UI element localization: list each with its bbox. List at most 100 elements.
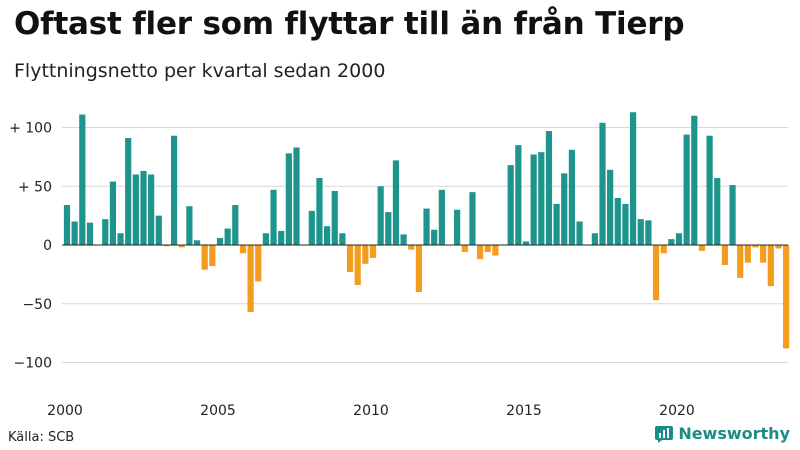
bar [232,205,239,245]
bar [652,245,660,301]
bar [71,221,78,245]
bar [691,115,698,245]
bar [392,160,400,245]
bar [125,138,132,245]
bar [591,233,598,245]
bar [721,245,728,265]
bar [346,245,354,273]
bar [278,230,285,245]
bar [630,112,637,245]
bar [431,229,438,245]
bar [354,245,361,285]
bars [63,112,790,349]
bar [362,245,369,264]
y-tick-label: + 100 [9,121,52,137]
bar [698,245,706,251]
bar [148,174,155,245]
bar [683,134,690,245]
bar [415,245,422,292]
bar [86,222,94,245]
bar [377,186,384,245]
bar [293,147,300,245]
bar [209,245,216,267]
y-tick-label: + 50 [18,179,52,195]
bar [469,192,476,246]
bar [461,245,468,253]
bar [239,245,247,254]
bar [132,174,139,245]
source-note: Källa: SCB [8,430,75,445]
bar [576,221,583,245]
bar [316,178,323,245]
bar [545,131,553,245]
bar [729,185,736,245]
x-tick-label: 2000 [47,403,83,419]
bar [186,206,193,245]
bar [438,189,445,246]
bar [369,245,377,258]
bar [484,245,491,253]
bar [109,181,116,245]
bar [171,135,178,245]
bar [714,178,721,245]
bar [255,245,262,282]
bar [331,190,338,245]
bar [79,114,86,245]
y-tick-label: 0 [43,238,52,254]
bar [599,122,606,245]
bar-chart: + 100 + 50 0 −50 −100 2000 2005 2010 2015 2020 [9,112,790,419]
bar [102,219,109,245]
bar [63,205,71,245]
bar [760,245,767,263]
x-tick-label: 2005 [200,403,236,419]
bar [775,245,782,249]
bar [752,245,759,248]
bar [767,245,774,287]
brand-logo[interactable]: Newsworthy [655,424,790,443]
bar [140,170,147,245]
bar [568,149,575,245]
bar [408,245,415,250]
bar [201,245,208,270]
bar [285,153,292,245]
bar [492,245,499,256]
bar [224,228,231,245]
bar [477,245,484,260]
bar [515,145,522,246]
bar [553,203,560,246]
bar [668,239,675,246]
bar [538,152,545,246]
bar [270,189,277,246]
bar [607,169,614,245]
y-tick-label: −50 [22,297,52,313]
bar [622,203,629,246]
bar [507,165,514,245]
x-tick-labels: 2000 2005 2010 2015 2020 [47,403,695,419]
bar [339,233,346,245]
chart-subtitle: Flyttningsnetto per kvartal sedan 2000 [14,60,386,82]
bar [706,135,713,245]
brand-name: Newsworthy [678,424,790,443]
bar [262,233,269,245]
bar [530,154,537,245]
bar [737,245,744,278]
y-tick-label: −100 [14,356,52,372]
bar [163,245,170,247]
chart-title: Oftast fler som flyttar till än från Tie… [14,6,685,42]
bar [247,245,254,312]
bar [660,245,667,254]
bar [522,241,530,245]
bar [454,209,461,245]
bar [193,240,201,245]
bar [216,237,224,245]
x-tick-label: 2015 [506,403,542,419]
bar [178,245,185,248]
newsworthy-logo-icon [655,425,674,443]
bar [637,219,644,245]
bar [155,215,162,246]
bar [614,198,621,245]
bar [400,234,407,246]
bar [324,226,331,245]
bar [744,245,751,263]
bar [117,233,124,245]
